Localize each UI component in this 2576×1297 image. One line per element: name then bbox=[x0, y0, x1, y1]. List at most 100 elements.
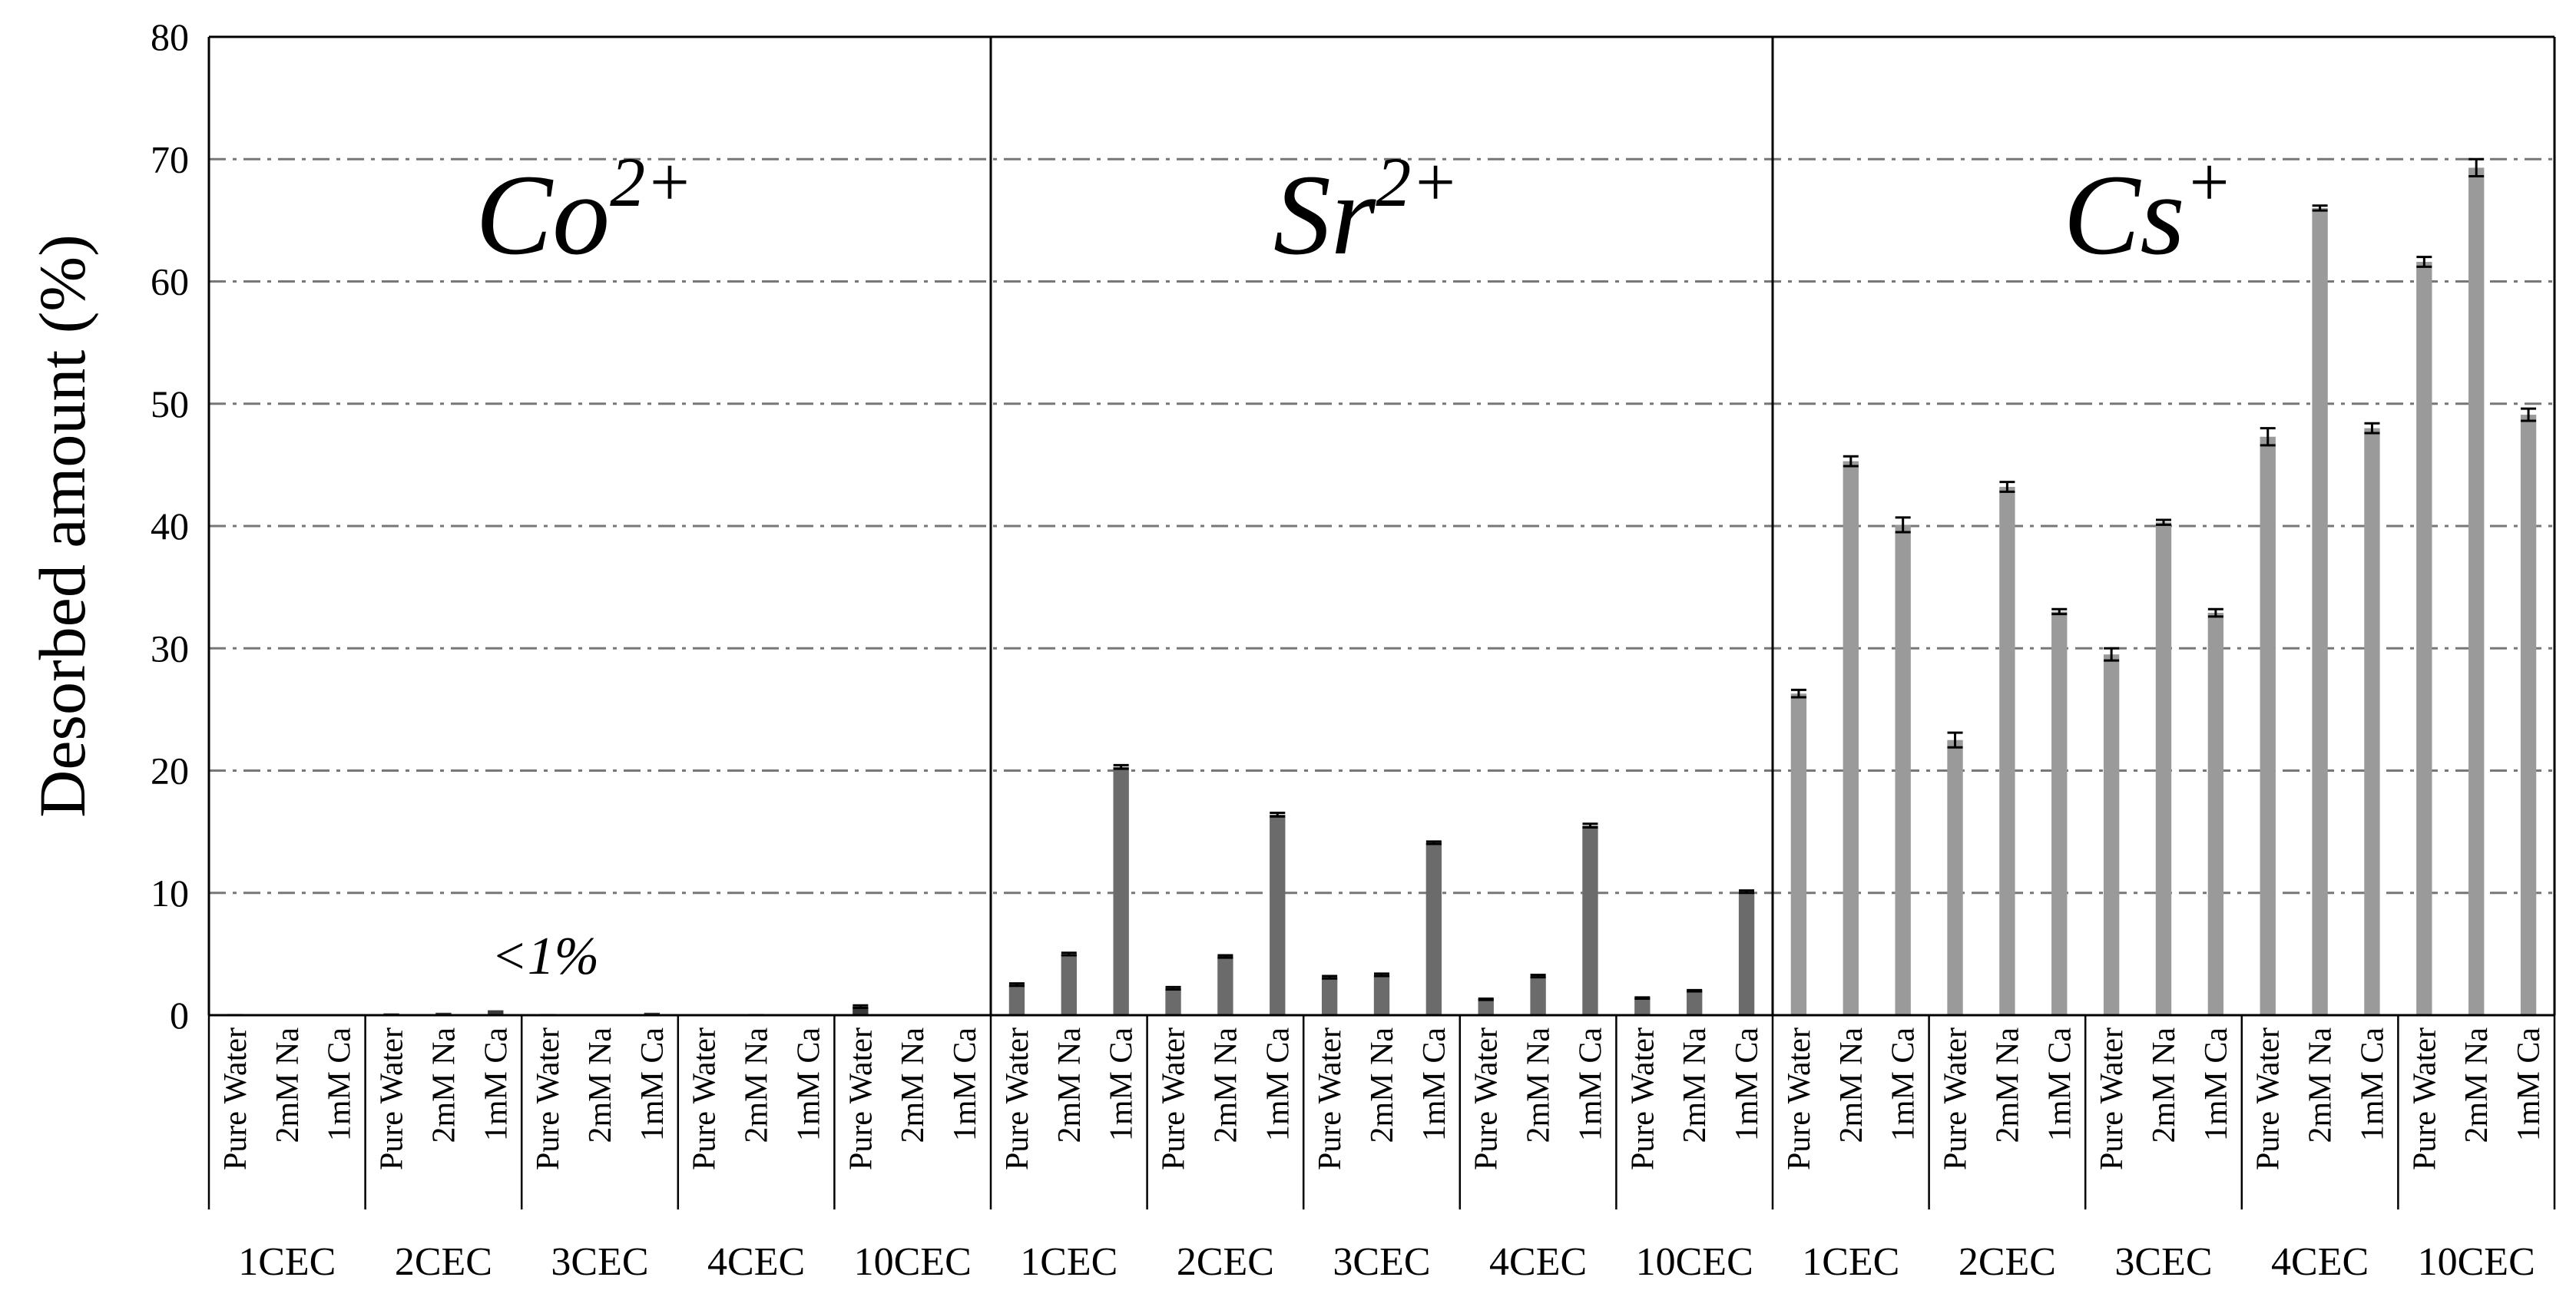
category-label: 2mM Na bbox=[2303, 1027, 2339, 1143]
y-tick-label: 50 bbox=[151, 382, 189, 425]
bar bbox=[2520, 415, 2537, 1015]
category-label: 2mM Na bbox=[583, 1027, 618, 1143]
bar bbox=[1008, 984, 1025, 1015]
category-label: Pure Water bbox=[1782, 1027, 1817, 1170]
group-label: 10CEC bbox=[854, 1240, 972, 1284]
category-label: Pure Water bbox=[1625, 1027, 1660, 1170]
bar bbox=[2155, 522, 2172, 1015]
bar bbox=[2103, 654, 2120, 1015]
group-label: 1CEC bbox=[238, 1240, 336, 1284]
category-label: 2mM Na bbox=[1521, 1027, 1557, 1143]
bar bbox=[1061, 954, 1077, 1015]
category-label: 1mM Ca bbox=[478, 1027, 514, 1142]
bar bbox=[2051, 611, 2068, 1015]
bar bbox=[644, 1012, 661, 1015]
grid-lines bbox=[209, 157, 2554, 895]
ion-label: Cs+ bbox=[2063, 143, 2233, 279]
bar bbox=[1478, 999, 1494, 1015]
ion-label: Co2+ bbox=[475, 143, 693, 279]
bar bbox=[1790, 693, 1807, 1015]
category-label: 1mM Ca bbox=[2511, 1027, 2547, 1142]
category-label: Pure Water bbox=[2251, 1027, 2286, 1170]
y-tick-label: 0 bbox=[170, 994, 189, 1037]
bar bbox=[1843, 461, 1859, 1015]
category-label: 1mM Ca bbox=[1417, 1027, 1452, 1142]
category-label: 1mM Ca bbox=[1573, 1027, 1608, 1142]
category-label: 1mM Ca bbox=[635, 1027, 670, 1142]
category-label: 1mM Ca bbox=[791, 1027, 826, 1142]
category-label: 1mM Ca bbox=[2042, 1027, 2078, 1142]
bar bbox=[2416, 262, 2432, 1015]
bar bbox=[2468, 167, 2485, 1016]
category-label: 2mM Na bbox=[1990, 1027, 2025, 1143]
bar bbox=[488, 1010, 504, 1015]
y-axis-label: Desorbed amount (%) bbox=[25, 234, 99, 817]
category-label: 2mM Na bbox=[1365, 1027, 1400, 1143]
group-label: 2CEC bbox=[1958, 1240, 2056, 1284]
bar bbox=[1738, 892, 1755, 1015]
category-label: Pure Water bbox=[1313, 1027, 1348, 1170]
group-label: 4CEC bbox=[707, 1240, 805, 1284]
group-label: 4CEC bbox=[2271, 1240, 2369, 1284]
bar bbox=[1634, 998, 1651, 1015]
y-tick-label: 30 bbox=[151, 627, 189, 670]
group-label: 10CEC bbox=[1636, 1240, 1753, 1284]
bar bbox=[1270, 814, 1286, 1015]
category-label: 2mM Na bbox=[740, 1027, 775, 1143]
category-label: Pure Water bbox=[375, 1027, 410, 1170]
category-label: 1mM Ca bbox=[1260, 1027, 1296, 1142]
category-label: Pure Water bbox=[2094, 1027, 2130, 1170]
group-label: 4CEC bbox=[1489, 1240, 1587, 1284]
bar bbox=[2312, 207, 2328, 1016]
category-label: Pure Water bbox=[218, 1027, 253, 1170]
y-tick-label: 40 bbox=[151, 505, 189, 548]
bar bbox=[1165, 988, 1181, 1015]
category-label: 2mM Na bbox=[896, 1027, 931, 1143]
category-label: 2mM Na bbox=[426, 1027, 462, 1143]
bar bbox=[1113, 766, 1129, 1015]
group-label: 2CEC bbox=[1177, 1240, 1274, 1284]
bar bbox=[1425, 842, 1442, 1015]
category-label: 2mM Na bbox=[2147, 1027, 2182, 1143]
category-label: 1mM Ca bbox=[323, 1027, 358, 1142]
category-label: Pure Water bbox=[1000, 1027, 1035, 1170]
bar bbox=[1947, 739, 1963, 1015]
x-axis: 1CEC Pure Water 2mM Na 1mM Ca 2CEC Pure Water… bbox=[207, 1015, 2556, 1284]
bar bbox=[1687, 991, 1703, 1015]
category-label: Pure Water bbox=[531, 1027, 566, 1170]
category-label: 2mM Na bbox=[1052, 1027, 1088, 1143]
group-label: 2CEC bbox=[395, 1240, 492, 1284]
category-label: 2mM Na bbox=[1834, 1027, 1869, 1143]
category-label: 2mM Na bbox=[2459, 1027, 2495, 1143]
category-label: 2mM Na bbox=[1208, 1027, 1243, 1143]
category-label: Pure Water bbox=[1157, 1027, 1192, 1170]
y-tick-label: 60 bbox=[151, 260, 189, 303]
bar bbox=[1373, 974, 1390, 1015]
y-tick-label: 70 bbox=[151, 137, 189, 180]
category-label: Pure Water bbox=[1939, 1027, 1974, 1170]
group-label: 3CEC bbox=[1333, 1240, 1430, 1284]
group-label: 3CEC bbox=[2114, 1240, 2212, 1284]
category-label: 1mM Ca bbox=[2355, 1027, 2390, 1142]
category-label: 1mM Ca bbox=[1730, 1027, 1765, 1142]
bar bbox=[2260, 436, 2276, 1015]
y-tick-label: 80 bbox=[151, 15, 189, 58]
category-label: Pure Water bbox=[843, 1027, 879, 1170]
bar bbox=[2207, 613, 2224, 1015]
bar bbox=[1582, 826, 1598, 1015]
bar bbox=[1321, 977, 1338, 1015]
category-label: Pure Water bbox=[1469, 1027, 1505, 1170]
group-label: 3CEC bbox=[551, 1240, 648, 1284]
group-label: 1CEC bbox=[1802, 1240, 1899, 1284]
plot-frame bbox=[207, 35, 2556, 1017]
group-label: 10CEC bbox=[2418, 1240, 2535, 1284]
category-label: 1mM Ca bbox=[2199, 1027, 2234, 1142]
bar bbox=[1999, 487, 2015, 1015]
category-label: Pure Water bbox=[2407, 1027, 2442, 1170]
category-label: 1mM Ca bbox=[1886, 1027, 1922, 1142]
category-label: Pure Water bbox=[687, 1027, 723, 1170]
bar bbox=[853, 1006, 869, 1015]
bar bbox=[1895, 524, 1911, 1015]
y-tick-label: 10 bbox=[151, 872, 189, 915]
